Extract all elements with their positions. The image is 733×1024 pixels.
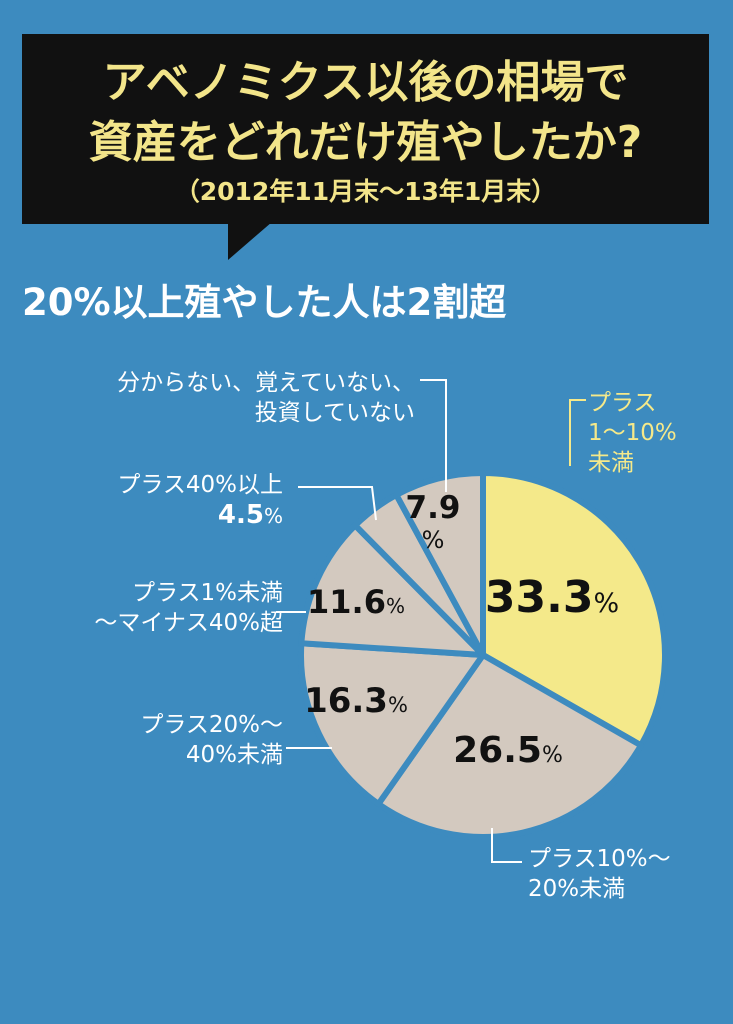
leader-line-5 [298,486,377,521]
leader-line-6 [420,379,447,492]
leader-line-1 [569,399,586,466]
slice-value-label-4: 11.6% [307,583,405,621]
pie-slice-1 [480,470,668,749]
pie-slice-6 [393,470,486,658]
leader-line-2 [491,828,522,863]
pie-slice-4 [298,522,486,658]
slice-value-label-6: 7.9% [406,490,461,554]
title-line-1: アベノミクス以後の相場で [102,57,629,108]
title-box: アベノミクス以後の相場で 資産をどれだけ殖やしたか? （2012年11月末〜13… [22,34,709,224]
slice-value-label-2: 26.5% [453,730,563,771]
slice-category-label-2: プラス10%〜 20%未満 [528,846,671,902]
slice-category-label-1: プラス 1〜10% 未満 [588,390,677,476]
headline: 20%以上殖やした人は2割超 [22,281,507,324]
speech-bubble-tail [228,222,272,260]
pie-slice-2 [375,652,644,840]
title-line-2: 資産をどれだけ殖やしたか? [88,117,643,168]
slice-value-label-1: 33.3% [485,572,619,623]
title-period: （2012年11月末〜13年1月末） [174,177,557,206]
slice-category-label-6: 分からない、覚えていない、 投資していない [117,370,415,426]
slice-category-label-5: プラス40%以上 4.5% [117,472,283,530]
slice-value-label-5: 4.5% [217,500,283,530]
slice-category-label-3: プラス20%〜 40%未満 [140,712,283,768]
pie-slice-3 [298,640,486,807]
slice-value-label-3: 16.3% [304,681,408,721]
slice-category-label-4: プラス1%未満 〜マイナス40%超 [94,580,283,636]
